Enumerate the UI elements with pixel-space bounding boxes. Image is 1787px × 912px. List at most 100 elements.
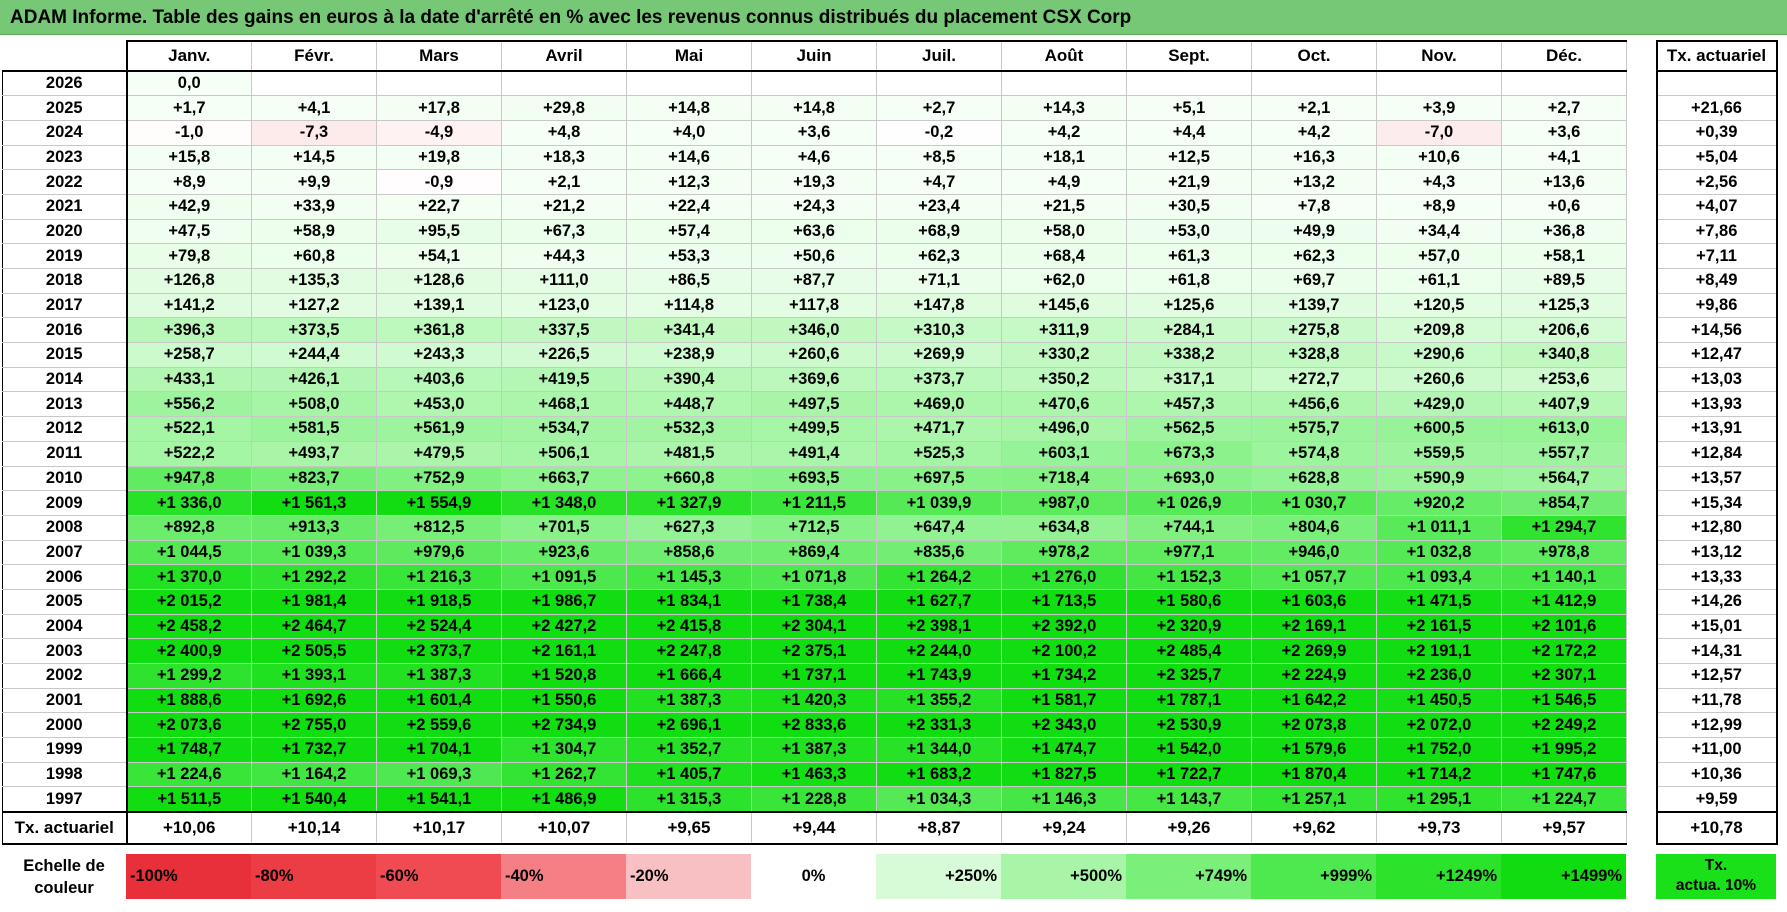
- value-cell: +1 145,3: [626, 564, 752, 590]
- tx-actuariel-cell: +13,91: [1655, 416, 1778, 442]
- value-cell: +258,7: [126, 342, 252, 368]
- tx-actuariel-cell: +13,57: [1655, 465, 1778, 492]
- month-header: Avril: [501, 40, 627, 72]
- column-gap: [1626, 95, 1657, 121]
- legend-swatch: -20%: [626, 854, 751, 899]
- year-cell: 2004: [2, 613, 128, 640]
- value-cell: +2 331,3: [876, 712, 1002, 739]
- value-cell: +1 474,7: [1001, 737, 1127, 763]
- value-cell: +1 044,5: [126, 539, 252, 566]
- value-cell: +117,8: [751, 292, 877, 319]
- value-cell: [1501, 70, 1627, 97]
- column-gap: [1626, 441, 1657, 466]
- value-cell: +62,3: [876, 243, 1002, 269]
- value-cell: +63,6: [751, 218, 877, 245]
- header-row: Janv. Févr. Mars Avril Mai Juin Juil. Août Sept.…: [2, 40, 1778, 72]
- footer-tx-cell: +10,78: [1655, 810, 1778, 845]
- value-cell: +2 015,2: [126, 588, 252, 615]
- value-cell: +1 981,4: [251, 588, 377, 615]
- tx-actuariel-cell: +7,11: [1655, 243, 1778, 269]
- column-gap: [1626, 41, 1657, 71]
- footer-value-cell: +9,62: [1251, 810, 1377, 845]
- value-cell: +30,5: [1126, 193, 1252, 220]
- value-cell: +1 224,6: [126, 761, 252, 788]
- value-cell: +600,5: [1376, 416, 1502, 442]
- value-cell: +123,0: [501, 292, 627, 319]
- value-cell: +1 704,1: [376, 737, 502, 763]
- value-cell: +456,6: [1251, 391, 1377, 418]
- month-header: Juin: [751, 40, 877, 72]
- tx-actuariel-cell: [1655, 70, 1778, 97]
- value-cell: +61,1: [1376, 268, 1502, 294]
- value-cell: +2 236,0: [1376, 663, 1502, 689]
- value-cell: +1 228,8: [751, 786, 877, 813]
- legend-swatch: +749%: [1126, 854, 1251, 899]
- value-cell: +1 752,0: [1376, 737, 1502, 763]
- column-gap: [1626, 589, 1657, 615]
- value-cell: +2 161,5: [1376, 613, 1502, 640]
- value-cell: +1 387,3: [626, 687, 752, 714]
- value-cell: +58,1: [1501, 243, 1627, 269]
- value-cell: +2 427,2: [501, 613, 627, 640]
- tx-actuariel-cell: +4,07: [1655, 193, 1778, 220]
- value-cell: +1 093,4: [1376, 564, 1502, 590]
- value-cell: +2 400,9: [126, 638, 252, 664]
- table-row: 1997 +1 511,5 +1 540,4 +1 541,1 +1 486,9 +1 3…: [2, 786, 1778, 813]
- year-cell: 2010: [2, 465, 128, 492]
- value-cell: +453,0: [376, 391, 502, 418]
- value-cell: +87,7: [751, 268, 877, 294]
- value-cell: +19,3: [751, 169, 877, 195]
- column-gap: [1626, 737, 1657, 763]
- value-cell: [1251, 70, 1377, 97]
- value-cell: +260,6: [1376, 366, 1502, 393]
- value-cell: +469,0: [876, 391, 1002, 418]
- value-cell: +62,3: [1251, 243, 1377, 269]
- value-cell: +1 692,6: [251, 687, 377, 714]
- footer-value-cell: +10,06: [126, 810, 252, 845]
- value-cell: +2 101,6: [1501, 613, 1627, 640]
- column-gap: [1626, 317, 1657, 343]
- value-cell: +139,1: [376, 292, 502, 319]
- tx-actuariel-cell: +13,93: [1655, 391, 1778, 418]
- column-gap: [1626, 169, 1657, 195]
- table-row: 2011 +522,2 +493,7 +479,5 +506,1 +481,5 +491,4…: [2, 440, 1778, 467]
- value-cell: +1 164,2: [251, 761, 377, 788]
- value-cell: +1 542,0: [1126, 737, 1252, 763]
- value-cell: +4,2: [1251, 119, 1377, 146]
- value-cell: +125,3: [1501, 292, 1627, 319]
- value-cell: +2 696,1: [626, 712, 752, 739]
- value-cell: -7,0: [1376, 119, 1502, 146]
- value-cell: +426,1: [251, 366, 377, 393]
- value-cell: +14,3: [1001, 95, 1127, 121]
- value-cell: +125,6: [1126, 292, 1252, 319]
- column-gap: [1626, 268, 1657, 294]
- value-cell: +128,6: [376, 268, 502, 294]
- table-row: 2003 +2 400,9 +2 505,5 +2 373,7 +2 161,1 +2 2…: [2, 638, 1778, 664]
- tx-actuariel-header: Tx. actuariel: [1655, 40, 1778, 72]
- year-cell: 2008: [2, 514, 128, 541]
- value-cell: +407,9: [1501, 391, 1627, 418]
- year-cell: 2013: [2, 391, 128, 418]
- value-cell: +1 827,5: [1001, 761, 1127, 788]
- year-cell: 2026: [2, 70, 128, 97]
- value-cell: +2 415,8: [626, 613, 752, 640]
- value-cell: +12,5: [1126, 144, 1252, 171]
- value-cell: +2 172,2: [1501, 638, 1627, 664]
- value-cell: +947,8: [126, 465, 252, 492]
- value-cell: +2 224,9: [1251, 663, 1377, 689]
- value-cell: +2 073,8: [1251, 712, 1377, 739]
- value-cell: +361,8: [376, 317, 502, 344]
- year-cell: 2024: [2, 119, 128, 146]
- value-cell: +1 405,7: [626, 761, 752, 788]
- legend-swatch: +1499%: [1501, 854, 1626, 899]
- table-row: 2010 +947,8 +823,7 +752,9 +663,7 +660,8 +693,5…: [2, 465, 1778, 492]
- value-cell: +22,4: [626, 193, 752, 220]
- column-gap: [1626, 688, 1657, 713]
- year-cell: 2019: [2, 243, 128, 269]
- value-cell: +1 370,0: [126, 564, 252, 590]
- value-cell: +44,3: [501, 243, 627, 269]
- value-cell: +1 734,2: [1001, 663, 1127, 689]
- value-cell: +1 140,1: [1501, 564, 1627, 590]
- legend-label-line2: couleur: [34, 879, 94, 897]
- month-header: Mars: [376, 40, 502, 72]
